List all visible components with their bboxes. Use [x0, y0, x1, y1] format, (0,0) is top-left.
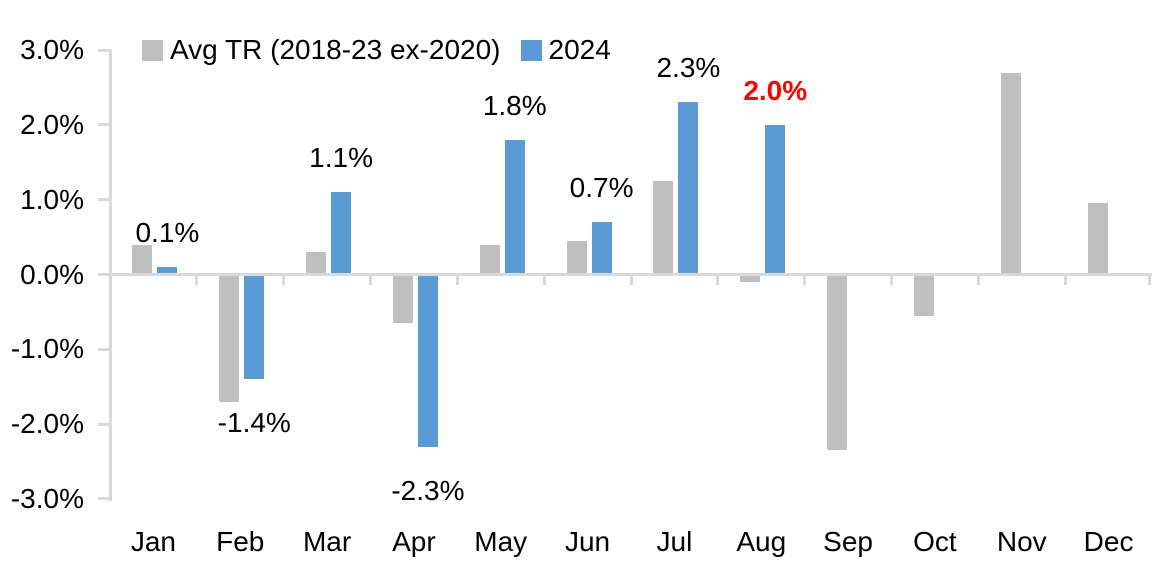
- x-axis-label-sep: Sep: [823, 526, 873, 557]
- bar-avg-jan: [132, 244, 153, 275]
- bar-avg-oct: [913, 274, 934, 316]
- data-label-jul: 2.3%: [656, 52, 721, 84]
- legend-item-2024: 2024: [520, 34, 611, 65]
- bar-2024-apr: [417, 274, 438, 447]
- bar-avg-jun: [566, 240, 587, 275]
- y-axis-label: 0.0%: [20, 258, 84, 290]
- x-axis-tick: [716, 275, 720, 285]
- bar-2024-feb: [244, 274, 265, 380]
- bar-2024-mar: [331, 192, 352, 275]
- bar-avg-nov: [1000, 72, 1021, 275]
- legend-label-2024: 2024: [548, 34, 611, 65]
- legend: Avg TR (2018-23 ex-2020) 2024: [142, 36, 611, 64]
- y-axis-label: 3.0%: [20, 34, 84, 66]
- x-axis-tick: [369, 275, 372, 285]
- bar-2024-jan: [157, 267, 178, 275]
- data-label-jun: 0.7%: [569, 172, 634, 204]
- x-axis-label-feb: Feb: [216, 526, 265, 557]
- x-axis-label-dec: Dec: [1083, 526, 1134, 557]
- data-label-feb: -1.4%: [217, 407, 291, 439]
- x-axis-label-aug: Aug: [736, 526, 787, 557]
- x-axis-label-mar: Mar: [302, 526, 352, 557]
- y-axis-tick: [98, 497, 110, 501]
- x-axis-label-oct: Oct: [913, 526, 957, 557]
- bar-avg-sep: [827, 274, 848, 451]
- y-axis-label: -1.0%: [10, 333, 84, 365]
- y-axis-label: -3.0%: [10, 482, 84, 514]
- y-axis-tick: [98, 123, 110, 127]
- x-axis-tick: [803, 275, 807, 285]
- bar-2024-jul: [678, 102, 699, 275]
- data-label-aug: 2.0%: [743, 74, 808, 106]
- data-label-jan: 0.1%: [135, 217, 200, 249]
- bar-avg-mar: [306, 252, 327, 275]
- bar-avg-aug: [740, 274, 761, 282]
- bar-2024-aug: [765, 124, 786, 275]
- bar-avg-may: [479, 244, 500, 275]
- y-axis-tick: [98, 273, 110, 276]
- x-axis-tick: [976, 275, 980, 285]
- y-axis-label: -2.0%: [10, 408, 84, 440]
- y-axis-tick: [98, 347, 110, 351]
- x-axis-tick: [195, 275, 199, 285]
- y-axis-tick: [98, 198, 110, 202]
- x-axis-tick: [890, 275, 893, 285]
- x-axis-tick: [282, 275, 286, 285]
- x-axis-label-nov: Nov: [996, 526, 1047, 557]
- bar-2024-jun: [591, 222, 612, 275]
- bar-avg-jul: [653, 181, 674, 275]
- x-axis-tick: [1063, 275, 1067, 285]
- y-axis-tick: [98, 48, 110, 52]
- bar-avg-dec: [1087, 203, 1108, 275]
- x-axis-label-jul: Jul: [656, 526, 693, 557]
- x-axis-tick: [455, 275, 459, 285]
- x-axis-line: [108, 272, 1152, 276]
- data-label-mar: 1.1%: [309, 142, 373, 174]
- y-axis-tick: [98, 422, 110, 426]
- y-axis-label: 1.0%: [20, 183, 84, 215]
- x-axis-tick: [1147, 275, 1151, 285]
- x-axis-label-apr: Apr: [392, 526, 436, 557]
- bar-2024-may: [504, 139, 525, 275]
- legend-label-avg-tr: Avg TR (2018-23 ex-2020): [170, 34, 501, 65]
- y-axis-label: 2.0%: [20, 108, 84, 140]
- x-axis-label-jan: Jan: [130, 526, 176, 557]
- legend-swatch-avg-tr-icon: [142, 39, 163, 61]
- legend-swatch-2024-icon: [520, 39, 542, 61]
- x-axis-tick: [542, 275, 546, 285]
- bar-avg-feb: [219, 274, 240, 402]
- x-axis-tick: [108, 275, 112, 285]
- x-axis-label-jun: Jun: [564, 526, 611, 557]
- x-axis-tick: [629, 275, 633, 285]
- data-label-apr: -2.3%: [391, 474, 465, 506]
- legend-item-avg-tr: Avg TR (2018-23 ex-2020): [142, 36, 501, 64]
- x-axis-label-may: May: [474, 526, 528, 557]
- bar-avg-apr: [392, 274, 413, 324]
- data-label-may: 1.8%: [482, 89, 547, 121]
